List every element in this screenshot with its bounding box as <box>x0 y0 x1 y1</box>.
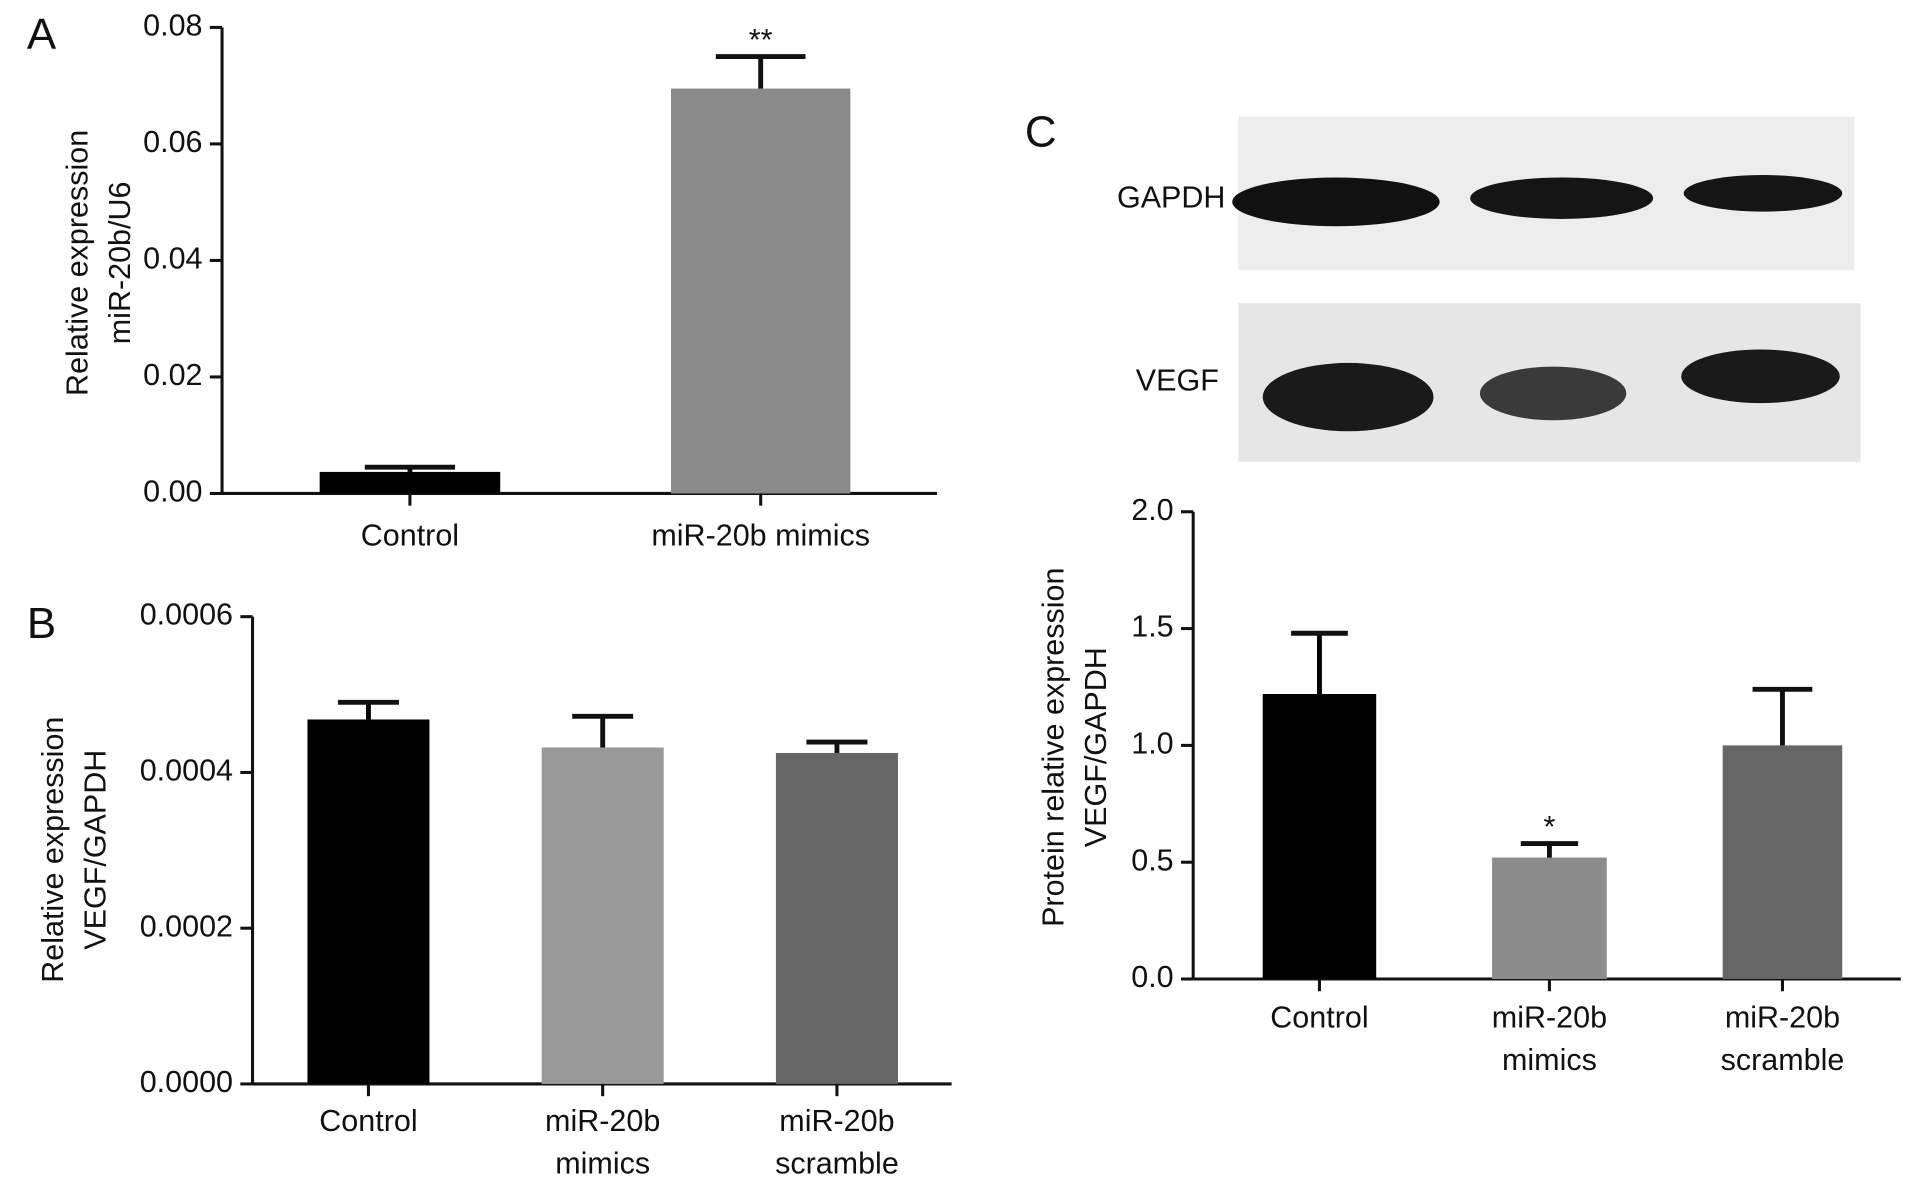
y-tick-label: 0.02 <box>143 358 202 392</box>
y-axis-label: VEGF/GAPDH <box>79 750 113 950</box>
y-tick-label: 1.5 <box>1131 610 1173 644</box>
y-tick-label: 0.5 <box>1131 843 1173 877</box>
y-axis-label: Protein relative expression <box>1036 568 1070 927</box>
significance: * <box>1543 810 1555 844</box>
y-axis-label: Relative expression <box>36 717 70 983</box>
band <box>1232 177 1440 227</box>
y-tick-label: 0.00 <box>143 475 202 509</box>
y-tick-label: 0.0002 <box>140 909 233 943</box>
y-tick-label: 0.04 <box>143 241 202 275</box>
y-axis-label: Relative expression <box>60 130 94 396</box>
band <box>1262 362 1434 432</box>
bar <box>541 747 664 1084</box>
band <box>1479 366 1627 421</box>
y-tick-label: 0.0006 <box>140 598 233 632</box>
band <box>1470 177 1654 219</box>
y-tick-label: 0.0000 <box>140 1065 233 1099</box>
bar <box>671 88 851 494</box>
y-tick-label: 0.06 <box>143 125 202 159</box>
bar <box>1722 745 1843 980</box>
y-axis-label: miR-20b/U6 <box>103 182 137 345</box>
x-tick-label: mimics <box>555 1147 650 1181</box>
y-tick-label: 0.0004 <box>140 753 233 787</box>
x-tick-label: Control <box>361 518 459 552</box>
blot-label: GAPDH <box>1117 180 1225 214</box>
blot-label: VEGF <box>1136 363 1219 397</box>
y-tick-label: 2.0 <box>1131 493 1173 527</box>
band <box>1681 349 1840 404</box>
bar <box>319 471 501 494</box>
bar <box>775 752 898 1084</box>
band <box>1683 175 1843 212</box>
panel-label: A <box>27 10 57 59</box>
x-tick-label: Control <box>1270 1000 1368 1034</box>
bar <box>1492 857 1607 980</box>
x-tick-label: miR-20b <box>1492 1000 1607 1034</box>
x-tick-label: miR-20b mimics <box>651 518 870 552</box>
significance: ** <box>749 23 773 57</box>
bar <box>1262 693 1377 980</box>
panel-label: B <box>27 599 56 648</box>
bar <box>307 719 430 1084</box>
x-tick-label: scramble <box>1721 1043 1845 1077</box>
x-tick-label: mimics <box>1502 1043 1597 1077</box>
y-tick-label: 0.0 <box>1131 960 1173 994</box>
x-tick-label: miR-20b <box>779 1104 894 1138</box>
panel-label: C <box>1025 107 1057 156</box>
x-tick-label: miR-20b <box>545 1104 660 1138</box>
x-tick-label: Control <box>319 1104 417 1138</box>
y-tick-label: 1.0 <box>1131 726 1173 760</box>
x-tick-label: scramble <box>775 1147 899 1181</box>
y-axis-label: VEGF/GAPDH <box>1079 647 1113 847</box>
y-tick-label: 0.08 <box>143 8 202 42</box>
x-tick-label: miR-20b <box>1725 1000 1840 1034</box>
